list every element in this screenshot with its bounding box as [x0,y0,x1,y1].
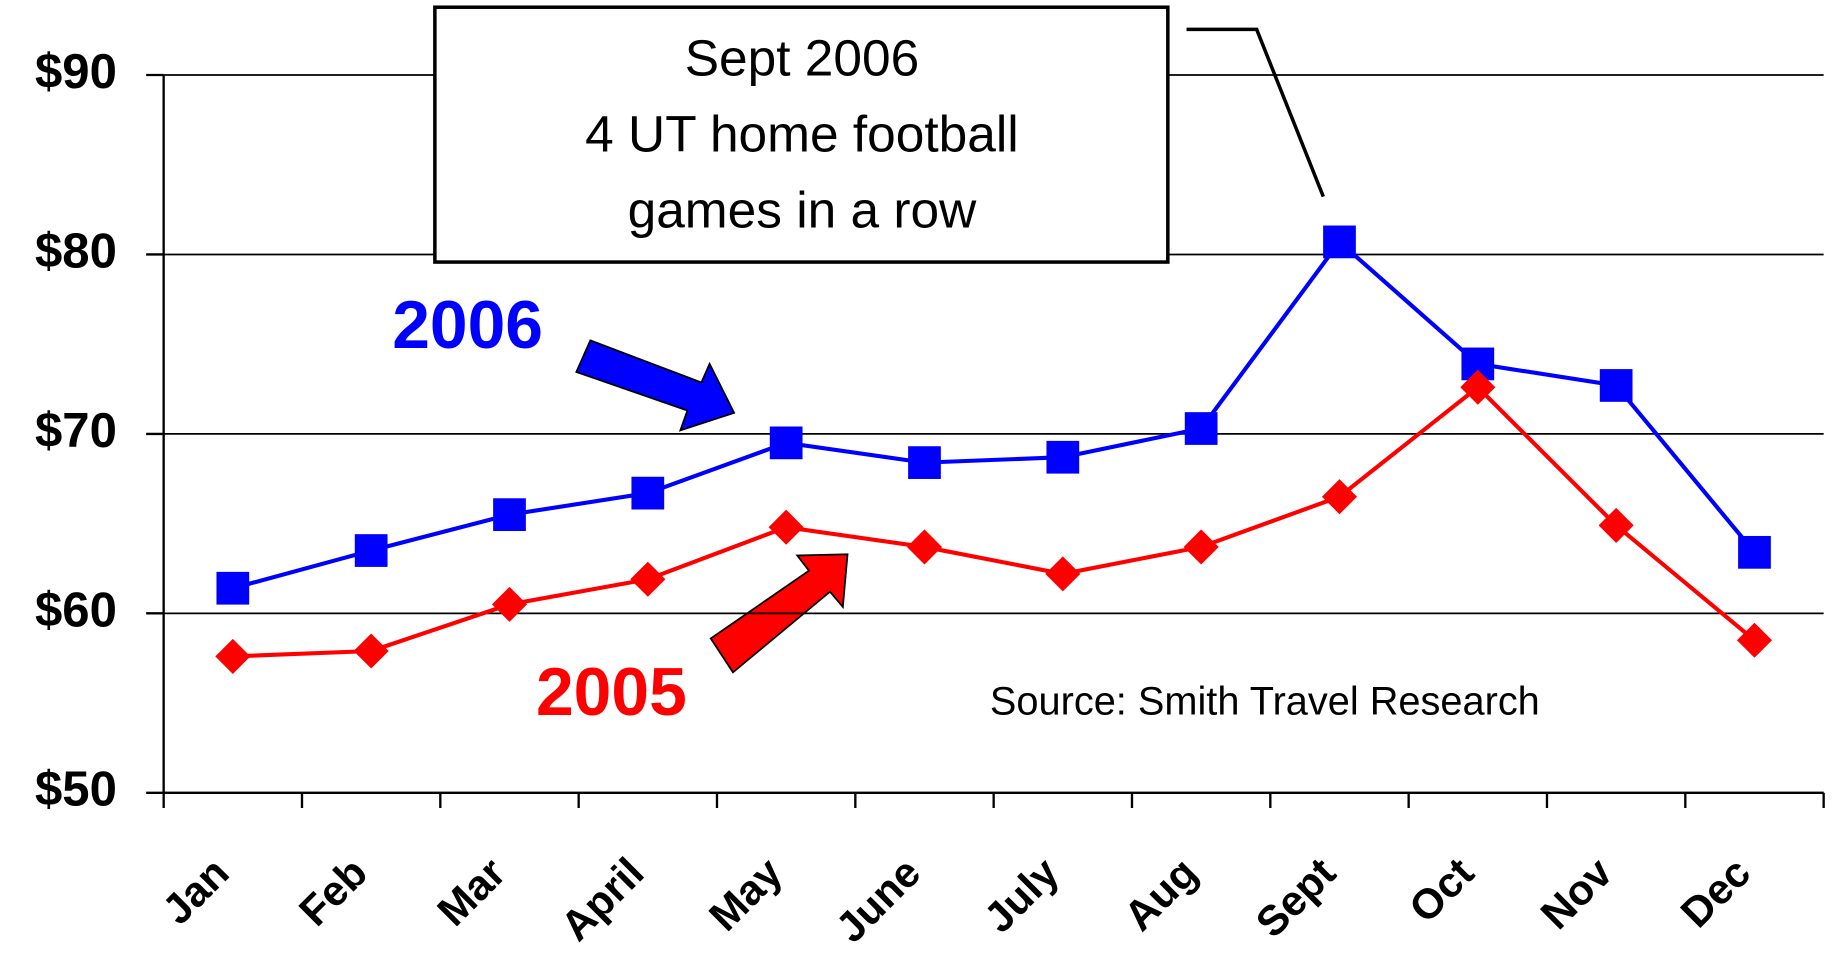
marker [215,638,251,674]
x-tick-label: May [700,848,792,940]
x-tick-label: Mar [428,849,514,935]
series-line [232,384,1756,659]
marker [1183,529,1219,565]
y-tick-label: $60 [35,583,117,637]
x-tick-label: Jan [153,849,238,934]
marker [1599,369,1633,402]
annotation-text: 4 UT home football [585,105,1019,163]
x-tick-label: Aug [1115,849,1206,940]
x-tick-label: July [975,848,1068,941]
y-tick-label: $50 [35,763,117,817]
marker [491,586,528,622]
y-tick-label: $90 [35,45,117,99]
marker [1460,369,1496,405]
marker [1736,622,1773,658]
marker [1045,556,1081,592]
marker [493,498,526,532]
marker [353,633,389,669]
series-line [232,238,1757,591]
x-tick-label: Sept [1247,849,1345,947]
marker [1184,412,1218,445]
x-tick-label: Dec [1672,849,1760,937]
annotation-text: games in a row [628,181,978,239]
marker [216,571,250,605]
marker [768,509,804,545]
arrow-2006 [575,339,736,432]
x-tick-label: Feb [290,849,376,935]
marker [1046,440,1080,474]
marker [1738,535,1771,569]
marker [769,426,803,460]
source-note: Source: Smith Travel Research [990,679,1540,723]
marker [906,529,943,565]
y-tick-label: $70 [35,404,117,458]
marker [631,476,665,510]
x-tick-label: April [552,849,653,950]
callout-line [1186,27,1325,198]
marker [630,561,666,597]
annotation-box [433,5,1170,264]
x-tick-label: Nov [1532,848,1622,938]
marker [908,446,941,479]
marker [1323,225,1356,259]
annotation-text: Sept 2006 [685,29,919,87]
x-tick-label: June [827,849,930,952]
x-tick-label: Oct [1400,849,1483,932]
series-label: 2005 [536,655,687,730]
marker [354,534,388,567]
y-tick-label: $80 [35,224,117,278]
series-label: 2006 [392,288,543,363]
